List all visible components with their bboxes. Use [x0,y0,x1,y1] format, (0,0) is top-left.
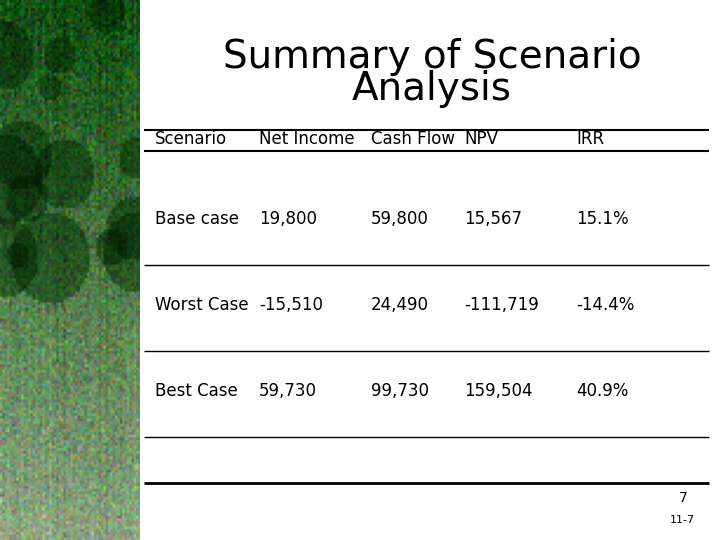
Text: NPV: NPV [464,130,498,148]
Text: 24,490: 24,490 [371,296,429,314]
Text: 11-7: 11-7 [670,515,695,525]
Text: 159,504: 159,504 [464,382,533,401]
Text: Scenario: Scenario [155,130,227,148]
Text: 59,800: 59,800 [371,210,428,228]
Text: Cash Flow: Cash Flow [371,130,455,148]
Text: Best Case: Best Case [155,382,238,401]
Text: 40.9%: 40.9% [576,382,629,401]
Text: -14.4%: -14.4% [576,296,634,314]
Text: Worst Case: Worst Case [155,296,248,314]
Text: -15,510: -15,510 [259,296,323,314]
Text: 7: 7 [679,491,688,505]
Text: 99,730: 99,730 [371,382,429,401]
Text: 19,800: 19,800 [259,210,318,228]
Text: Net Income: Net Income [259,130,355,148]
Text: 15,567: 15,567 [464,210,523,228]
Bar [140,0,720,540]
Text: 59,730: 59,730 [259,382,318,401]
Text: IRR: IRR [576,130,604,148]
Text: 15.1%: 15.1% [576,210,629,228]
Text: Base case: Base case [155,210,239,228]
Text: Analysis: Analysis [352,70,512,108]
Text: -111,719: -111,719 [464,296,539,314]
Text: Summary of Scenario: Summary of Scenario [222,38,642,76]
